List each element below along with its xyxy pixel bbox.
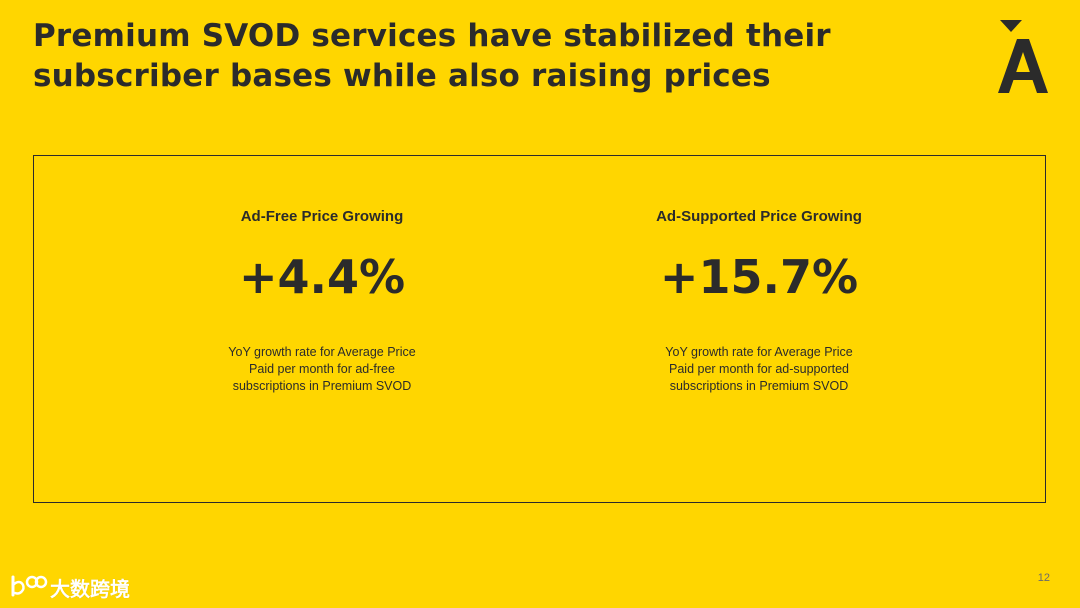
- ad-supported-description-line: YoY growth rate for Average Price: [665, 345, 853, 359]
- slide-title-line-1: Premium SVOD services have stabilized th…: [33, 18, 831, 54]
- 100-logo-icon: [8, 571, 48, 604]
- ad-supported-heading: Ad-Supported Price Growing: [656, 208, 862, 225]
- slide-title: Premium SVOD services have stabilized th…: [33, 16, 893, 96]
- ad-supported-description-line: subscriptions in Premium SVOD: [669, 379, 849, 393]
- ad-free-description-line: Paid per month for ad-free: [249, 362, 395, 376]
- watermark: 大数跨境: [8, 572, 130, 602]
- ad-supported-value: +15.7%: [659, 250, 859, 304]
- ad-free-description-line: YoY growth rate for Average Price: [228, 345, 416, 359]
- metrics-panel: Ad-Free Price Growing +4.4% YoY growth r…: [33, 155, 1046, 503]
- a-caron-logo-icon: [998, 20, 1048, 94]
- page-number: 12: [1037, 572, 1050, 584]
- watermark-text: 大数跨境: [50, 576, 130, 601]
- ad-free-description: YoY growth rate for Average Price Paid p…: [192, 344, 452, 395]
- ad-free-description-line: subscriptions in Premium SVOD: [232, 379, 412, 393]
- slide-title-line-2: subscriber bases while also raising pric…: [33, 58, 771, 94]
- ad-free-value: +4.4%: [238, 250, 406, 304]
- ad-supported-description-line: Paid per month for ad-supported: [669, 362, 849, 376]
- ad-free-heading: Ad-Free Price Growing: [240, 208, 404, 225]
- ad-supported-description: YoY growth rate for Average Price Paid p…: [629, 344, 889, 395]
